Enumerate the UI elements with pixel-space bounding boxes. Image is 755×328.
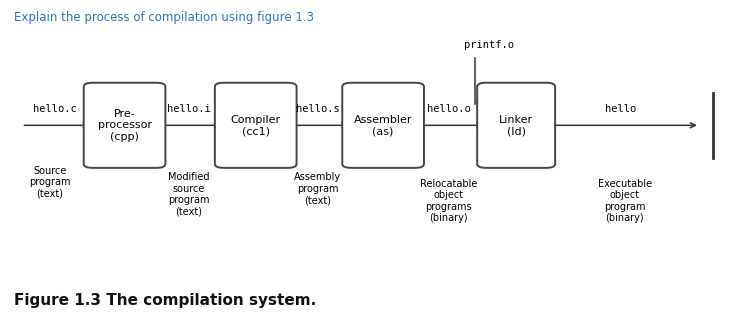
Text: Pre-
processor
(cpp): Pre- processor (cpp) [97,109,152,142]
Text: Figure 1.3 The compilation system.: Figure 1.3 The compilation system. [14,293,316,308]
FancyBboxPatch shape [215,83,297,168]
Text: hello: hello [606,104,636,114]
FancyBboxPatch shape [342,83,424,168]
Text: printf.o: printf.o [464,40,513,50]
Text: hello.s: hello.s [296,104,340,114]
Text: Assembly
program
(text): Assembly program (text) [294,172,341,205]
Text: hello.i: hello.i [167,104,211,114]
FancyBboxPatch shape [477,83,555,168]
Text: Source
program
(text): Source program (text) [29,166,71,199]
FancyBboxPatch shape [84,83,165,168]
Text: Linker
(ld): Linker (ld) [499,114,533,136]
Text: hello.c: hello.c [33,104,77,114]
Text: Modified
source
program
(text): Modified source program (text) [168,172,209,217]
Text: Executable
object
program
(binary): Executable object program (binary) [598,178,652,223]
Text: Assembler
(as): Assembler (as) [354,114,412,136]
Text: Relocatable
object
programs
(binary): Relocatable object programs (binary) [420,178,477,223]
Text: hello.o: hello.o [427,104,470,114]
Text: Explain the process of compilation using figure 1.3: Explain the process of compilation using… [14,11,314,24]
Text: Compiler
(cc1): Compiler (cc1) [231,114,281,136]
